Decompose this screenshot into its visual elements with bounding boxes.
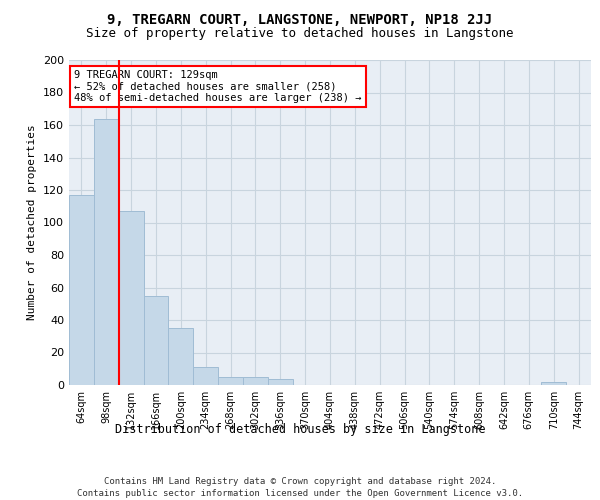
- Bar: [69, 195, 94, 385]
- Bar: [243, 377, 268, 385]
- Bar: [268, 378, 293, 385]
- Y-axis label: Number of detached properties: Number of detached properties: [28, 124, 37, 320]
- Bar: [119, 211, 143, 385]
- Text: 9, TREGARN COURT, LANGSTONE, NEWPORT, NP18 2JJ: 9, TREGARN COURT, LANGSTONE, NEWPORT, NP…: [107, 12, 493, 26]
- Text: Size of property relative to detached houses in Langstone: Size of property relative to detached ho…: [86, 28, 514, 40]
- Bar: [541, 382, 566, 385]
- Text: Distribution of detached houses by size in Langstone: Distribution of detached houses by size …: [115, 422, 485, 436]
- Bar: [218, 377, 243, 385]
- Bar: [193, 367, 218, 385]
- Text: Contains public sector information licensed under the Open Government Licence v3: Contains public sector information licen…: [77, 489, 523, 498]
- Text: 9 TREGARN COURT: 129sqm
← 52% of detached houses are smaller (258)
48% of semi-d: 9 TREGARN COURT: 129sqm ← 52% of detache…: [74, 70, 362, 103]
- Text: Contains HM Land Registry data © Crown copyright and database right 2024.: Contains HM Land Registry data © Crown c…: [104, 478, 496, 486]
- Bar: [94, 118, 119, 385]
- Bar: [169, 328, 193, 385]
- Bar: [143, 296, 169, 385]
